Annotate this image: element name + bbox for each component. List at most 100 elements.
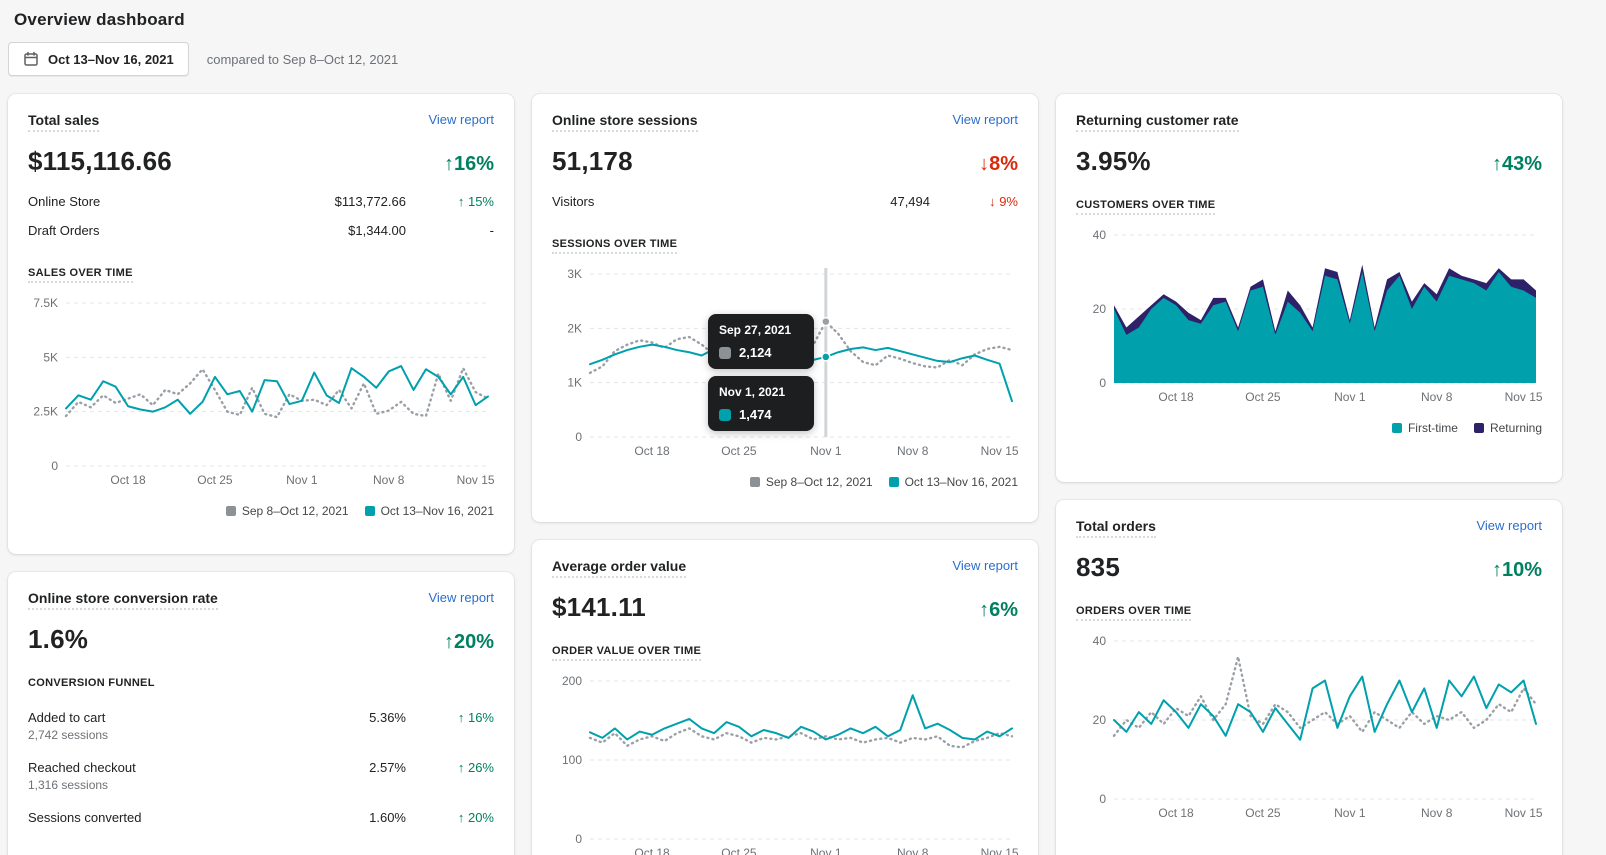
svg-text:20: 20 xyxy=(1093,713,1107,727)
chart-legend: Sep 8–Oct 12, 2021 Oct 13–Nov 16, 2021 xyxy=(552,475,1018,489)
legend-item-returning: Returning xyxy=(1473,421,1542,435)
average-order-value-card: Average order value View report $141.11 … xyxy=(532,540,1038,855)
tooltip-value: 1,474 xyxy=(739,407,772,422)
total-sales-title[interactable]: Total sales xyxy=(28,112,100,132)
svg-text:100: 100 xyxy=(562,753,582,767)
table-row: Draft Orders $1,344.00 - xyxy=(28,216,494,245)
svg-text:5K: 5K xyxy=(43,350,58,364)
sales-over-time-chart[interactable]: 0 2.5K 5K 7.5K Oct 18 Oct 25 Nov 1 Nov 8 Nov 15 xyxy=(28,295,495,490)
current-period-swatch xyxy=(364,506,375,516)
svg-text:Nov 1: Nov 1 xyxy=(286,473,318,487)
toolbar: Oct 13–Nov 16, 2021 compared to Sep 8–Oc… xyxy=(8,42,1606,76)
funnel-row: Reached checkout 1,316 sessions 2.57% ↑ … xyxy=(28,751,494,801)
column-middle: Online store sessions View report 51,178… xyxy=(532,94,1038,855)
svg-text:40: 40 xyxy=(1093,634,1107,648)
funnel-step-label: Reached checkout xyxy=(28,760,136,775)
date-range-label: Oct 13–Nov 16, 2021 xyxy=(48,51,174,67)
legend-label: Returning xyxy=(1489,421,1542,435)
funnel-step-sessions: 1,316 sessions xyxy=(28,778,109,792)
channel-value: $1,344.00 xyxy=(348,223,406,238)
total-orders-value: 835 xyxy=(1076,552,1120,582)
previous-period-swatch xyxy=(225,506,236,516)
svg-text:3K: 3K xyxy=(567,267,582,281)
sessions-value: 51,178 xyxy=(552,146,633,176)
legend-label: Sep 8–Oct 12, 2021 xyxy=(765,475,873,489)
customers-over-time-label[interactable]: CUSTOMERS OVER TIME xyxy=(1076,199,1216,215)
order-value-over-time-label[interactable]: ORDER VALUE OVER TIME xyxy=(552,645,702,661)
table-row: Online Store $113,772.66 ↑ 15% xyxy=(28,187,494,216)
aov-value: $141.11 xyxy=(552,592,646,622)
svg-text:Nov 15: Nov 15 xyxy=(981,444,1019,458)
date-range-picker[interactable]: Oct 13–Nov 16, 2021 xyxy=(8,42,189,76)
orders-over-time-chart[interactable]: 0 20 40 Oct 18 Oct 25 Nov 1 Nov 8 Nov 15 xyxy=(1076,633,1543,823)
compare-period-label: compared to Sep 8–Oct 12, 2021 xyxy=(206,51,399,67)
first-time-swatch xyxy=(1391,423,1402,433)
sessions-over-time-label[interactable]: SESSIONS OVER TIME xyxy=(552,238,678,254)
sessions-over-time-chart[interactable]: Sep 27, 2021 2,124 Nov 1, 2021 1,474 0 1K… xyxy=(552,266,1019,461)
total-sales-view-report-link[interactable]: View report xyxy=(428,112,494,127)
returning-swatch xyxy=(1473,423,1484,433)
channel-delta: ↑ 15% xyxy=(457,194,494,209)
svg-text:Nov 1: Nov 1 xyxy=(1334,806,1366,820)
tooltip-date: Nov 1, 2021 xyxy=(719,385,786,399)
funnel-step-value: 2.57% xyxy=(369,760,406,775)
svg-text:Nov 15: Nov 15 xyxy=(457,473,495,487)
tooltip-current-period: Nov 1, 2021 1,474 xyxy=(708,376,814,431)
conversion-view-report-link[interactable]: View report xyxy=(428,590,494,605)
visitors-label: Visitors xyxy=(552,194,595,209)
sessions-delta: ↓8% xyxy=(979,153,1018,175)
svg-text:Nov 8: Nov 8 xyxy=(897,444,929,458)
orders-over-time-label[interactable]: ORDERS OVER TIME xyxy=(1076,605,1192,621)
aov-view-report-link[interactable]: View report xyxy=(952,558,1018,573)
returning-customer-rate-card: Returning customer rate 3.95% ↑43% CUSTO… xyxy=(1056,94,1562,482)
svg-text:0: 0 xyxy=(51,459,58,473)
funnel-step-label: Added to cart xyxy=(28,710,106,725)
legend-label: Oct 13–Nov 16, 2021 xyxy=(380,504,494,518)
returning-rate-title[interactable]: Returning customer rate xyxy=(1076,112,1239,132)
legend-item-previous: Sep 8–Oct 12, 2021 xyxy=(749,475,873,489)
orders-view-report-link[interactable]: View report xyxy=(1476,518,1542,533)
svg-text:7.5K: 7.5K xyxy=(33,296,58,310)
sessions-title[interactable]: Online store sessions xyxy=(552,112,698,132)
total-orders-title[interactable]: Total orders xyxy=(1076,518,1156,538)
svg-text:Oct 18: Oct 18 xyxy=(1158,390,1194,404)
sessions-view-report-link[interactable]: View report xyxy=(952,112,1018,127)
chart-legend: First-time Returning xyxy=(1076,421,1542,435)
sales-over-time-label[interactable]: SALES OVER TIME xyxy=(28,267,133,283)
funnel-step-value: 1.60% xyxy=(369,810,406,825)
funnel-step-value: 5.36% xyxy=(369,710,406,725)
returning-rate-delta: ↑43% xyxy=(1491,153,1542,175)
svg-text:Oct 25: Oct 25 xyxy=(721,444,757,458)
channel-delta: - xyxy=(489,223,494,238)
svg-text:Nov 8: Nov 8 xyxy=(373,473,405,487)
conversion-rate-title[interactable]: Online store conversion rate xyxy=(28,590,218,610)
tooltip-previous-period: Sep 27, 2021 2,124 xyxy=(708,314,814,369)
order-value-over-time-chart[interactable]: 0 100 200 Oct 18 Oct 25 Nov 1 Nov 8 Nov 15 xyxy=(552,673,1019,855)
svg-text:Nov 1: Nov 1 xyxy=(810,444,842,458)
chart-tooltip: Sep 27, 2021 2,124 Nov 1, 2021 1,474 xyxy=(708,314,814,438)
svg-text:200: 200 xyxy=(562,674,582,688)
funnel-step-label: Sessions converted xyxy=(28,810,142,825)
conversion-funnel-label: CONVERSION FUNNEL xyxy=(28,677,155,689)
total-orders-delta: ↑10% xyxy=(1491,559,1542,581)
visitors-value: 47,494 xyxy=(890,194,930,209)
conversion-rate-delta: ↑20% xyxy=(443,631,494,653)
customers-over-time-chart[interactable]: 0 20 40 Oct 18 Oct 25 Nov 1 Nov 8 Nov 15 xyxy=(1076,227,1543,407)
conversion-rate-card: Online store conversion rate View report… xyxy=(8,572,514,855)
column-left: Total sales View report $115,116.66 ↑16%… xyxy=(8,94,514,855)
aov-title[interactable]: Average order value xyxy=(552,558,687,578)
svg-text:1K: 1K xyxy=(567,376,582,390)
channel-label: Draft Orders xyxy=(28,223,100,238)
channel-value: $113,772.66 xyxy=(334,194,406,209)
page-title: Overview dashboard xyxy=(14,10,185,29)
svg-text:Oct 18: Oct 18 xyxy=(634,846,670,855)
svg-text:40: 40 xyxy=(1093,228,1107,242)
visitors-delta: ↓ 9% xyxy=(989,194,1018,209)
legend-item-current: Oct 13–Nov 16, 2021 xyxy=(364,504,494,518)
svg-text:Oct 18: Oct 18 xyxy=(1158,806,1194,820)
svg-text:Nov 1: Nov 1 xyxy=(1334,390,1366,404)
svg-text:Oct 25: Oct 25 xyxy=(721,846,757,855)
total-sales-delta: ↑16% xyxy=(443,153,494,175)
funnel-step-sessions: 2,742 sessions xyxy=(28,728,109,742)
total-sales-value: $115,116.66 xyxy=(28,146,172,176)
